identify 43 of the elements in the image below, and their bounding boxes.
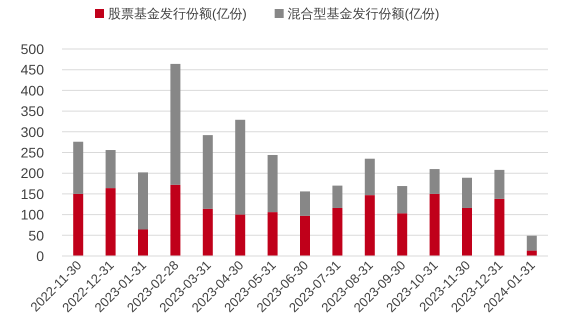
y-tick-label: 250 (20, 144, 44, 160)
bar (494, 198, 504, 256)
bar (170, 64, 180, 185)
bar (462, 178, 472, 208)
bar (300, 216, 310, 256)
bar (494, 170, 504, 199)
bar (202, 208, 213, 256)
bar (202, 135, 213, 209)
y-tick-label: 350 (20, 103, 44, 120)
bar (526, 236, 537, 251)
bar (397, 186, 408, 214)
bar (268, 212, 278, 256)
bar (462, 208, 472, 256)
y-tick-label: 150 (20, 186, 44, 202)
y-tick-label: 50 (28, 227, 44, 244)
bar (73, 142, 84, 194)
bar (138, 172, 148, 230)
bar (430, 194, 440, 256)
bar (397, 213, 408, 256)
y-tick-label: 450 (20, 62, 44, 78)
legend-label: 股票基金发行份额(亿份) (108, 6, 247, 21)
y-tick-label: 300 (20, 124, 44, 140)
bar (138, 230, 148, 256)
bar (235, 120, 246, 215)
legend-label: 混合型基金发行份额(亿份) (288, 6, 440, 21)
bar (106, 150, 116, 188)
bar (73, 194, 84, 256)
bar (268, 154, 278, 212)
y-tick-label: 200 (20, 165, 44, 182)
bar (170, 184, 180, 256)
bar (526, 250, 537, 256)
y-tick-label: 100 (20, 206, 44, 223)
y-tick-label: 400 (20, 82, 44, 98)
bar (332, 186, 342, 208)
bar (364, 195, 375, 256)
bar (332, 208, 342, 256)
bar (430, 169, 440, 194)
bar (364, 158, 375, 196)
y-tick-label: 0 (36, 248, 44, 264)
y-tick-label: 500 (20, 41, 44, 57)
bar (300, 191, 310, 216)
bar (106, 188, 116, 256)
bar (235, 214, 246, 256)
